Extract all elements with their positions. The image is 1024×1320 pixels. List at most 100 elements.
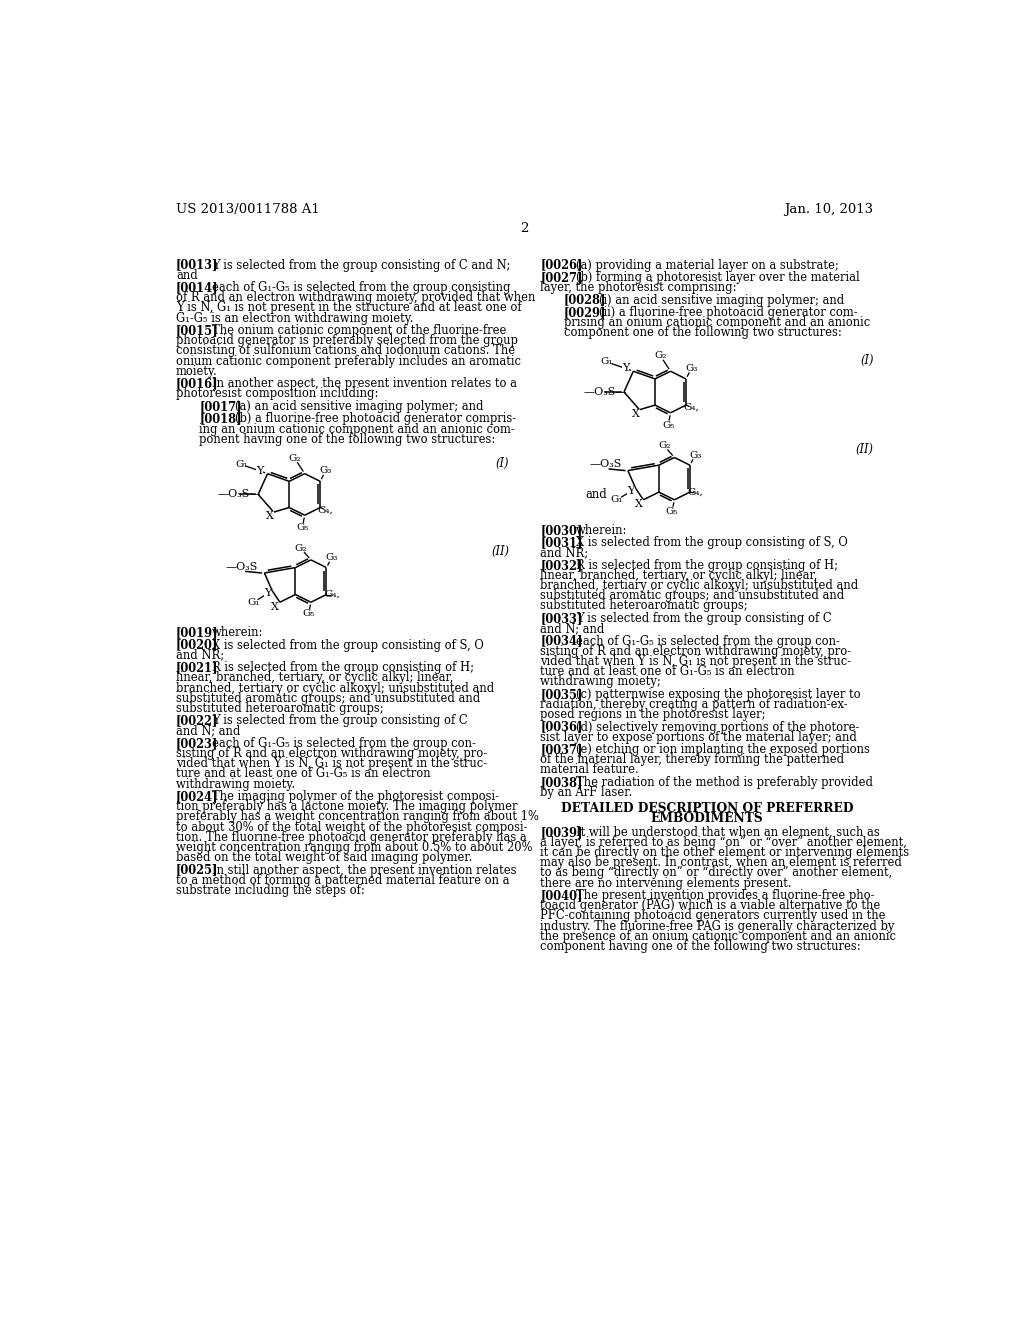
Text: (I): (I) — [496, 457, 509, 470]
Text: [0020]: [0020] — [176, 639, 218, 652]
Text: of the material layer, thereby forming the patterned: of the material layer, thereby forming t… — [541, 754, 845, 767]
Text: [0040]: [0040] — [541, 890, 583, 902]
Text: moiety.: moiety. — [176, 364, 218, 378]
Text: —O₃S—: —O₃S— — [584, 387, 627, 397]
Text: X: X — [632, 409, 640, 418]
Text: [0013]: [0013] — [176, 259, 218, 272]
Text: X: X — [635, 499, 643, 510]
Text: onium cationic component preferably includes an aromatic: onium cationic component preferably incl… — [176, 355, 521, 367]
Text: [0034]: [0034] — [541, 635, 583, 648]
Text: Y is selected from the group consisting of C: Y is selected from the group consisting … — [212, 714, 467, 727]
Text: the presence of an onium cationic component and an anionic: the presence of an onium cationic compon… — [541, 929, 896, 942]
Text: [0027]: [0027] — [541, 271, 583, 284]
Text: G₁: G₁ — [610, 495, 624, 504]
Text: G₅: G₅ — [666, 507, 678, 516]
Text: (I): (I) — [860, 354, 873, 367]
Text: R is selected from the group consisting of H;: R is selected from the group consisting … — [212, 661, 474, 675]
Text: G₄,: G₄, — [684, 403, 699, 412]
Text: withdrawing moiety;: withdrawing moiety; — [541, 676, 662, 688]
Text: Y: Y — [628, 486, 635, 495]
Text: [0026]: [0026] — [541, 259, 583, 272]
Text: wherein:: wherein: — [212, 626, 263, 639]
Text: G₄,: G₄, — [687, 487, 703, 496]
Text: posed regions in the photoresist layer;: posed regions in the photoresist layer; — [541, 708, 766, 721]
Text: it can be directly on the other element or intervening elements: it can be directly on the other element … — [541, 846, 909, 859]
Text: (d) selectively removing portions of the photore-: (d) selectively removing portions of the… — [575, 721, 859, 734]
Text: each of G₁-G₅ is selected from the group consisting: each of G₁-G₅ is selected from the group… — [212, 281, 510, 294]
Text: substituted heteroaromatic groups;: substituted heteroaromatic groups; — [541, 599, 748, 612]
Text: preferably has a weight concentration ranging from about 1%: preferably has a weight concentration ra… — [176, 810, 539, 824]
Text: Jan. 10, 2013: Jan. 10, 2013 — [784, 203, 873, 216]
Text: and: and — [586, 488, 607, 500]
Text: X is selected from the group consisting of S, O: X is selected from the group consisting … — [212, 639, 483, 652]
Text: X is selected from the group consisting of S, O: X is selected from the group consisting … — [575, 536, 848, 549]
Text: G₄,: G₄, — [317, 506, 334, 515]
Text: substituted aromatic groups; and unsubstituted and: substituted aromatic groups; and unsubst… — [176, 692, 480, 705]
Text: linear, branched, tertiary, or cyclic alkyl; linear,: linear, branched, tertiary, or cyclic al… — [176, 672, 454, 684]
Text: [0018]: [0018] — [200, 412, 242, 425]
Text: G₃: G₃ — [326, 553, 338, 562]
Text: (a) an acid sensitive imaging polymer; and: (a) an acid sensitive imaging polymer; a… — [234, 400, 483, 413]
Text: —O₃S: —O₃S — [589, 459, 622, 470]
Text: ponent having one of the following two structures:: ponent having one of the following two s… — [200, 433, 496, 446]
Text: substituted heteroaromatic groups;: substituted heteroaromatic groups; — [176, 702, 384, 715]
Text: of R and an electron withdrawing moiety, provided that when: of R and an electron withdrawing moiety,… — [176, 292, 536, 305]
Text: withdrawing moiety.: withdrawing moiety. — [176, 777, 295, 791]
Text: Y: Y — [264, 587, 271, 598]
Text: substrate including the steps of:: substrate including the steps of: — [176, 884, 365, 896]
Text: R is selected from the group consisting of H;: R is selected from the group consisting … — [575, 558, 838, 572]
Text: [0024]: [0024] — [176, 791, 218, 803]
Text: In another aspect, the present invention relates to a: In another aspect, the present invention… — [212, 378, 517, 391]
Text: US 2013/0011788 A1: US 2013/0011788 A1 — [176, 203, 319, 216]
Text: branched, tertiary or cyclic alkoxyl; unsubstituted and: branched, tertiary or cyclic alkoxyl; un… — [176, 681, 495, 694]
Text: layer, the photoresist comprising:: layer, the photoresist comprising: — [541, 281, 737, 294]
Text: It will be understood that when an element, such as: It will be understood that when an eleme… — [575, 826, 880, 838]
Text: linear, branched, tertiary, or cyclic alkyl; linear,: linear, branched, tertiary, or cyclic al… — [541, 569, 818, 582]
Text: [0039]: [0039] — [541, 826, 583, 838]
Text: sisting of R and an electron withdrawing moiety, pro-: sisting of R and an electron withdrawing… — [541, 644, 851, 657]
Text: (II): (II) — [492, 545, 509, 558]
Text: PFC-containing photoacid generators currently used in the: PFC-containing photoacid generators curr… — [541, 909, 886, 923]
Text: [0036]: [0036] — [541, 721, 583, 734]
Text: 2: 2 — [520, 222, 529, 235]
Text: [0035]: [0035] — [541, 688, 583, 701]
Text: X: X — [271, 602, 280, 612]
Text: (c) patternwise exposing the photoresist layer to: (c) patternwise exposing the photoresist… — [575, 688, 860, 701]
Text: component having one of the following two structures:: component having one of the following tw… — [541, 940, 861, 953]
Text: each of G₁-G₅ is selected from the group con-: each of G₁-G₅ is selected from the group… — [575, 635, 840, 648]
Text: G₂: G₂ — [654, 351, 667, 360]
Text: branched, tertiary or cyclic alkoxyl; unsubstituted and: branched, tertiary or cyclic alkoxyl; un… — [541, 579, 858, 593]
Text: (i) an acid sensitive imaging polymer; and: (i) an acid sensitive imaging polymer; a… — [599, 293, 845, 306]
Text: and N; and: and N; and — [176, 725, 241, 738]
Text: G₅: G₅ — [296, 523, 308, 532]
Text: toacid generator (PAG) which is a viable alternative to the: toacid generator (PAG) which is a viable… — [541, 899, 881, 912]
Text: to as being “directly on” or “directly over” another element,: to as being “directly on” or “directly o… — [541, 866, 893, 879]
Text: substituted aromatic groups; and unsubstituted and: substituted aromatic groups; and unsubst… — [541, 589, 845, 602]
Text: —O₃S—: —O₃S— — [218, 490, 261, 499]
Text: [0023]: [0023] — [176, 737, 218, 750]
Text: wherein:: wherein: — [575, 524, 628, 537]
Text: industry. The fluorine-free PAG is generally characterized by: industry. The fluorine-free PAG is gener… — [541, 920, 895, 933]
Text: G₂: G₂ — [295, 544, 307, 553]
Text: and N; and: and N; and — [541, 622, 605, 635]
Text: [0033]: [0033] — [541, 612, 583, 624]
Text: G₅: G₅ — [302, 610, 314, 618]
Text: X: X — [266, 511, 273, 521]
Text: to a method of forming a patterned material feature on a: to a method of forming a patterned mater… — [176, 874, 510, 887]
Text: prising an onium cationic component and an anionic: prising an onium cationic component and … — [563, 317, 869, 329]
Text: [0038]: [0038] — [541, 776, 583, 789]
Text: [0016]: [0016] — [176, 378, 219, 391]
Text: The radiation of the method is preferably provided: The radiation of the method is preferabl… — [575, 776, 872, 789]
Text: by an ArF laser.: by an ArF laser. — [541, 787, 633, 799]
Text: (b) a fluorine-free photoacid generator compris-: (b) a fluorine-free photoacid generator … — [234, 412, 516, 425]
Text: weight concentration ranging from about 0.5% to about 20%: weight concentration ranging from about … — [176, 841, 532, 854]
Text: (II): (II) — [855, 442, 873, 455]
Text: component one of the following two structures:: component one of the following two struc… — [563, 326, 842, 339]
Text: (b) forming a photoresist layer over the material: (b) forming a photoresist layer over the… — [575, 271, 860, 284]
Text: G₄,: G₄, — [324, 590, 340, 599]
Text: consisting of sulfonium cations and iodonium cations. The: consisting of sulfonium cations and iodo… — [176, 345, 515, 358]
Text: DETAILED DESCRIPTION OF PREFERRED: DETAILED DESCRIPTION OF PREFERRED — [561, 801, 853, 814]
Text: may also be present. In contrast, when an element is referred: may also be present. In contrast, when a… — [541, 857, 902, 870]
Text: material feature.: material feature. — [541, 763, 639, 776]
Text: tion preferably has a lactone moiety. The imaging polymer: tion preferably has a lactone moiety. Th… — [176, 800, 517, 813]
